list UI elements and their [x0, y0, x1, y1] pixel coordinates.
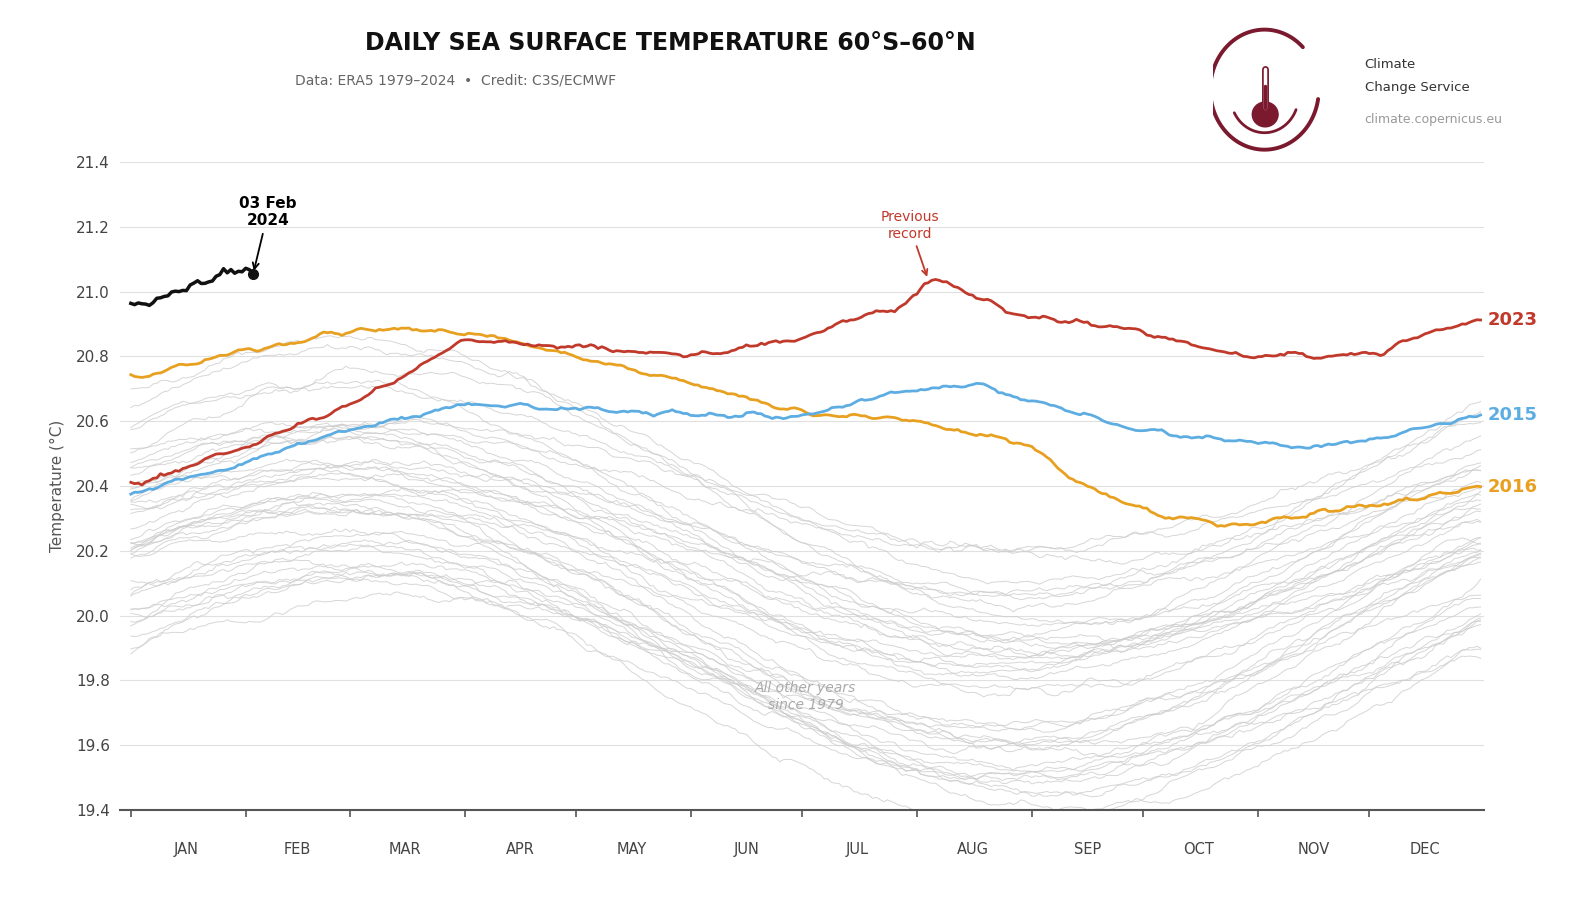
Text: Change Service: Change Service	[1365, 81, 1470, 94]
Text: AUG: AUG	[956, 842, 988, 858]
Text: MAR: MAR	[389, 842, 421, 858]
Text: 2015: 2015	[1487, 406, 1539, 424]
Circle shape	[1253, 102, 1278, 127]
Text: OCT: OCT	[1183, 842, 1215, 858]
Text: FEB: FEB	[284, 842, 311, 858]
Text: MAY: MAY	[616, 842, 646, 858]
Text: climate.copernicus.eu: climate.copernicus.eu	[1365, 112, 1502, 125]
Text: SEP: SEP	[1074, 842, 1101, 858]
Text: JAN: JAN	[174, 842, 200, 858]
Text: 2023: 2023	[1487, 311, 1539, 329]
Text: Previous
record: Previous record	[881, 211, 938, 275]
Y-axis label: Temperature (°C): Temperature (°C)	[49, 420, 65, 552]
Text: NOV: NOV	[1298, 842, 1329, 858]
Text: Climate: Climate	[1365, 58, 1416, 71]
Text: Data: ERA5 1979–2024  •  Credit: C3S/ECMWF: Data: ERA5 1979–2024 • Credit: C3S/ECMWF	[295, 74, 616, 88]
Text: 2016: 2016	[1487, 478, 1539, 496]
Text: DEC: DEC	[1409, 842, 1440, 858]
Text: APR: APR	[506, 842, 535, 858]
Text: DAILY SEA SURFACE TEMPERATURE 60°S–60°N: DAILY SEA SURFACE TEMPERATURE 60°S–60°N	[365, 32, 975, 56]
Text: 03 Feb
2024: 03 Feb 2024	[239, 196, 297, 269]
Text: All other years
since 1979: All other years since 1979	[755, 681, 857, 712]
Text: JUN: JUN	[734, 842, 760, 858]
Text: JUL: JUL	[846, 842, 870, 858]
